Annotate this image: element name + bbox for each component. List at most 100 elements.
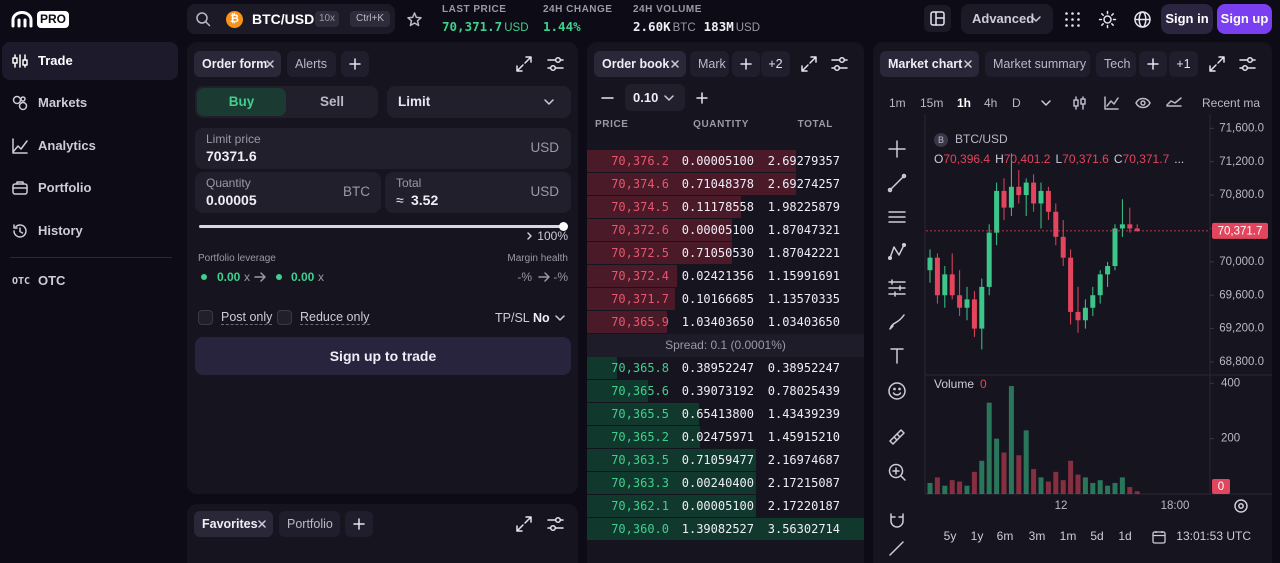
plus-icon[interactable] [696,92,708,104]
order-type-select[interactable]: Limit [387,86,571,118]
drawing-tool[interactable] [888,208,906,226]
nav-item[interactable]: Markets [38,95,88,110]
expand-icon[interactable] [516,516,532,532]
buy-button[interactable]: Buy [197,88,286,116]
minus-icon[interactable] [601,97,614,99]
recent-label[interactable]: Recent ma [1202,96,1261,110]
book-price[interactable]: 70,360.0 [611,522,669,536]
drawing-tool[interactable] [888,428,906,446]
book-price[interactable]: 70,372.6 [611,223,669,237]
book-price[interactable]: 70,365.9 [611,315,669,329]
close-icon[interactable] [258,520,266,528]
sign-in-button[interactable]: Sign in [1161,4,1213,34]
range-button[interactable]: 1y [971,529,984,543]
checkbox[interactable] [198,310,213,325]
interval-button[interactable]: 4h [984,96,998,110]
more-tabs[interactable]: +1 [1169,51,1198,77]
order-form-tab[interactable] [194,51,281,77]
settings-icon[interactable] [547,56,564,72]
indicator-icon[interactable] [1104,96,1119,110]
range-button[interactable]: 1d [1118,529,1131,543]
candles-icon[interactable] [1073,96,1086,110]
book-price[interactable]: 70,365.5 [611,407,669,421]
slider-knob[interactable] [559,222,568,231]
expand-icon[interactable] [1209,56,1225,72]
plus-icon[interactable] [353,518,365,530]
visibility-icon[interactable] [1135,97,1151,109]
range-button[interactable]: 5d [1090,529,1103,543]
total-input[interactable] [385,172,571,213]
range-button[interactable]: 6m [997,529,1014,543]
tpsl-value[interactable]: No [533,311,550,325]
market-chart-tab[interactable] [880,51,979,77]
settings-icon[interactable] [547,516,564,532]
range-button[interactable]: 1m [1060,529,1077,543]
limit-price-input[interactable] [195,128,571,169]
language-icon[interactable] [1134,11,1151,28]
theme-icon[interactable] [1098,10,1117,29]
book-price[interactable]: 70,372.4 [611,269,669,283]
portfolio-tab[interactable] [279,511,340,537]
close-icon[interactable] [964,60,972,68]
expand-icon[interactable] [516,56,532,72]
favorite-star[interactable] [407,12,422,27]
sell-button[interactable]: Sell [319,94,344,109]
nav-item[interactable]: Analytics [38,138,96,153]
book-price[interactable]: 70,376.2 [611,154,669,168]
trend-icon[interactable] [1166,97,1182,107]
market-summary-tab[interactable] [985,51,1090,77]
book-price[interactable]: 70,365.6 [611,384,669,398]
range-button[interactable]: 5y [944,529,957,543]
interval-button[interactable]: D [1012,96,1021,110]
drawing-tool[interactable] [887,242,907,261]
drawing-tool[interactable] [888,539,906,557]
quantity-input[interactable] [195,172,381,213]
book-price[interactable]: 70,374.6 [611,177,669,191]
drawing-tool[interactable] [888,140,906,158]
nav-item[interactable]: Portfolio [38,180,92,195]
plus-icon[interactable] [1147,58,1159,70]
book-price[interactable]: 70,372.5 [611,246,669,260]
drawing-tool[interactable] [888,347,906,365]
alerts-tab[interactable] [287,51,336,77]
interval-button[interactable]: 15m [920,96,944,110]
settings-icon[interactable] [1239,56,1256,72]
sign-up-button[interactable]: Sign up [1217,4,1272,34]
order-book-tab[interactable] [594,51,686,77]
apps-icon[interactable] [1065,12,1080,27]
stat-value: 70,371.7 USD [442,19,529,36]
nav-item[interactable]: History [38,223,83,238]
tech-tab[interactable]: Tech [1096,51,1136,77]
book-price[interactable]: 70,371.7 [611,292,669,306]
mark-tab[interactable]: Mark [690,51,729,77]
more-tabs[interactable]: +2 [761,51,790,77]
expand-icon[interactable] [801,56,817,72]
interval-button[interactable]: 1h [957,96,972,110]
drawing-tool[interactable] [888,313,906,331]
book-price[interactable]: 70,365.2 [611,430,669,444]
drawing-tool[interactable] [888,382,906,400]
tick-select[interactable]: 0.10 [625,84,685,111]
settings-icon[interactable] [831,56,848,72]
nav-item[interactable]: Trade [38,53,73,68]
submit-button[interactable]: Sign up to trade [195,337,571,375]
book-price[interactable]: 70,362.1 [611,499,669,513]
book-price[interactable]: 70,363.5 [611,453,669,467]
range-button[interactable]: 3m [1029,529,1046,543]
book-price[interactable]: 70,365.8 [611,361,669,375]
close-icon[interactable] [671,60,679,68]
drawing-tool[interactable] [888,463,906,481]
close-icon[interactable] [266,60,274,68]
plus-icon[interactable] [349,58,361,70]
favorites-tab[interactable] [194,511,273,537]
drawing-tool[interactable] [888,511,906,529]
plus-icon[interactable] [740,58,752,70]
nav-item[interactable]: OTC [38,273,66,288]
interval-button[interactable]: 1m [889,96,906,110]
checkbox[interactable] [277,310,292,325]
book-price[interactable]: 70,374.5 [611,200,669,214]
drawing-tool[interactable] [887,173,907,193]
drawing-tool[interactable] [888,279,906,297]
chart-settings[interactable] [1234,499,1248,513]
book-price[interactable]: 70,363.3 [611,476,669,490]
